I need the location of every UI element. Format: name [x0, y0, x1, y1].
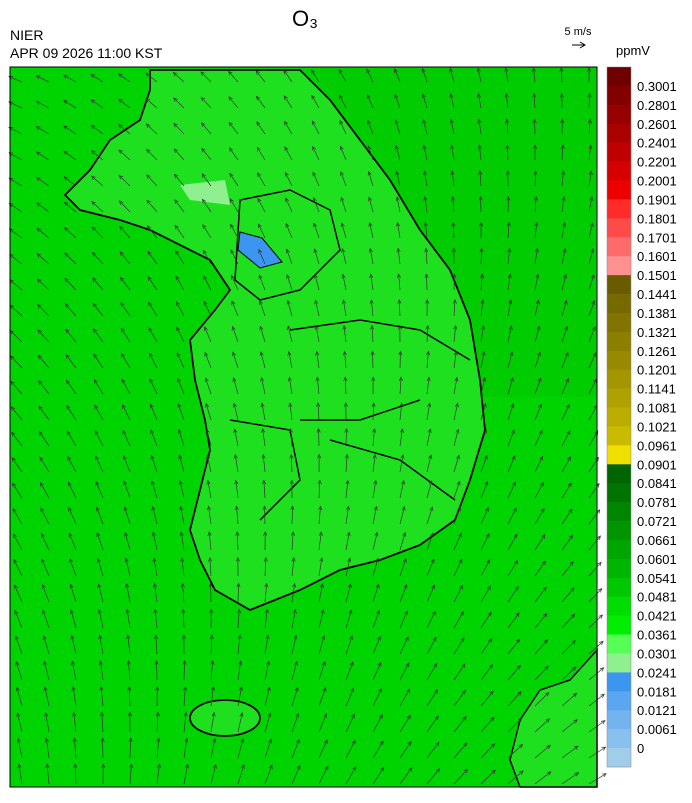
colorbar-segment — [607, 332, 631, 351]
colorbar-segment — [607, 635, 631, 654]
colorbar-segment — [607, 616, 631, 635]
colorbar-label: 0.2001 — [637, 174, 677, 189]
colorbar-label: 0.1021 — [637, 419, 677, 434]
colorbar-label: 0.1321 — [637, 325, 677, 340]
colorbar-label: 0.0661 — [637, 533, 677, 548]
colorbar-label: 0.0061 — [637, 722, 677, 737]
colorbar-label: 0.1081 — [637, 401, 677, 416]
colorbar-label: 0.0241 — [637, 665, 677, 680]
colorbar-label: 0.0601 — [637, 552, 677, 567]
colorbar-segment — [607, 294, 631, 313]
colorbar-label: 0.1701 — [637, 230, 677, 245]
colorbar-segment — [607, 389, 631, 408]
colorbar-segment — [607, 162, 631, 181]
colorbar-segment — [607, 237, 631, 256]
colorbar-label: 0.1801 — [637, 211, 677, 226]
colorbar-segment — [607, 653, 631, 672]
colorbar-label: 0 — [637, 741, 644, 756]
colorbar-segment — [607, 483, 631, 502]
datetime: APR 09 2026 11:00 KST — [10, 45, 163, 61]
colorbar-label: 0.0121 — [637, 703, 677, 718]
colorbar-segment — [607, 313, 631, 332]
map — [9, 67, 606, 787]
colorbar-label: 0.0301 — [637, 646, 677, 661]
colorbar-label: 0.2401 — [637, 136, 677, 151]
colorbar-segment — [607, 370, 631, 389]
title: O₃ — [292, 6, 318, 31]
colorbar-label: 0.1201 — [637, 363, 677, 378]
colorbar-label: 0.0841 — [637, 476, 677, 491]
colorbar-segment — [607, 408, 631, 427]
colorbar-label: 0.1901 — [637, 192, 677, 207]
colorbar-label: 0.3001 — [637, 79, 677, 94]
colorbar-label: 0.0481 — [637, 590, 677, 605]
colorbar-label: 0.1141 — [637, 382, 676, 397]
colorbar-label: 0.2601 — [637, 117, 677, 132]
colorbar-segment — [607, 540, 631, 559]
colorbar-segment — [607, 597, 631, 616]
colorbar-segment — [607, 691, 631, 710]
colorbar-label: 0.0961 — [637, 438, 677, 453]
colorbar-label: 0.0181 — [637, 684, 677, 699]
colorbar-label: 0.1601 — [637, 249, 677, 264]
colorbar-label: 0.1501 — [637, 268, 677, 283]
colorbar-segment — [607, 464, 631, 483]
colorbar-label: 0.1381 — [637, 306, 677, 321]
colorbar-segment — [607, 748, 631, 767]
colorbar-label: 0.2201 — [637, 155, 677, 170]
colorbar-segment — [607, 275, 631, 294]
colorbar-segment — [607, 86, 631, 105]
colorbar-segment — [607, 67, 631, 86]
colorbar-label: 0.0421 — [637, 609, 677, 624]
colorbar-segment — [607, 426, 631, 445]
colorbar-segment — [607, 559, 631, 578]
agency: NIER — [10, 27, 43, 43]
unit-label: ppmV — [616, 43, 650, 58]
colorbar-segment — [607, 199, 631, 218]
colorbar-segment — [607, 143, 631, 162]
colorbar-label: 0.0721 — [637, 514, 677, 529]
colorbar-segment — [607, 521, 631, 540]
colorbar-label: 0.1261 — [637, 344, 677, 359]
colorbar-label: 0.0901 — [637, 457, 677, 472]
colorbar-label: 0.2801 — [637, 98, 677, 113]
colorbar-segment — [607, 445, 631, 464]
colorbar-segment — [607, 218, 631, 237]
colorbar-segment — [607, 672, 631, 691]
colorbar-label: 0.0781 — [637, 495, 677, 510]
colorbar-segment — [607, 502, 631, 521]
colorbar-segment — [607, 710, 631, 729]
colorbar-label: 0.0541 — [637, 571, 677, 586]
colorbar-segment — [607, 256, 631, 275]
colorbar-segment — [607, 729, 631, 748]
colorbar-segment — [607, 181, 631, 200]
colorbar-label: 0.1441 — [637, 287, 677, 302]
jeju-island — [190, 700, 260, 736]
colorbar-segment — [607, 124, 631, 143]
colorbar-label: 0.0361 — [637, 628, 677, 643]
colorbar: 0.3001 0.2801 0.2601 0.2401 0.2201 0.2001 0.19… — [607, 67, 677, 767]
colorbar-segment — [607, 351, 631, 370]
vector-scale-label: 5 m/s — [565, 26, 592, 38]
colorbar-segment — [607, 578, 631, 597]
colorbar-segment — [607, 105, 631, 124]
